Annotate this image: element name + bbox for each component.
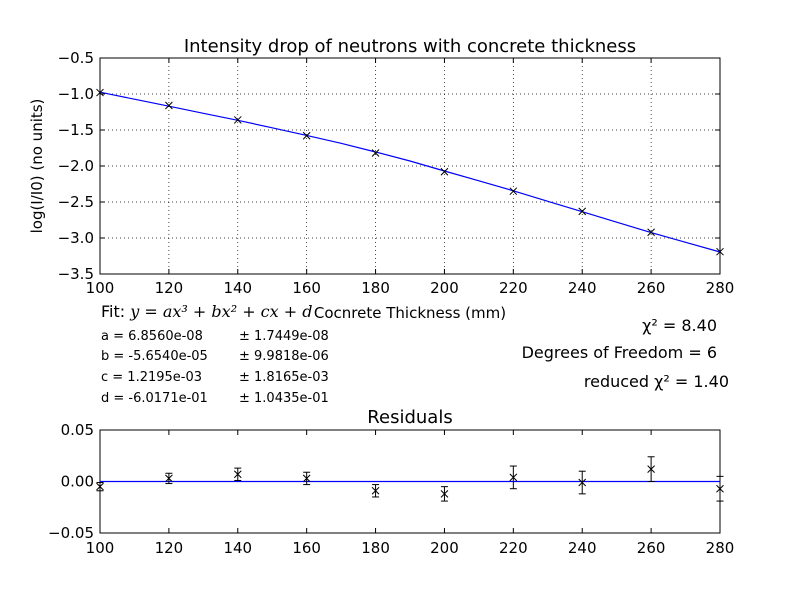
residual-point-marker — [302, 474, 311, 483]
main-x-tick-label: 180 — [361, 279, 390, 297]
residuals-y-tick-label: 0.00 — [61, 473, 94, 491]
main-y-tick-label: −1.5 — [58, 121, 94, 139]
residuals-x-tick-label: 100 — [86, 539, 115, 557]
chi-squared: χ² = 8.40 — [642, 316, 717, 335]
main-chart-title: Intensity drop of neutrons with concrete… — [184, 36, 636, 57]
residuals-x-tick-label: 120 — [155, 539, 184, 557]
residual-point-marker — [440, 490, 449, 498]
param-c-value: c = 1.2195e-03 — [101, 370, 203, 385]
param-a: a = 6.8560e-08 — [101, 329, 203, 344]
residual-point-marker — [716, 484, 724, 493]
reduced-chi-squared: reduced χ² = 1.40 — [583, 372, 729, 391]
residuals-y-tick-label: 0.05 — [61, 421, 94, 439]
main-x-tick-label: 200 — [430, 279, 459, 297]
fit-equation: Fit: y = ax³ + bx² + cx + d — [101, 302, 312, 321]
residual-point-marker — [371, 486, 380, 495]
main-x-tick-label: 240 — [568, 279, 597, 297]
param-d-error: ± 1.0435e-01 — [239, 391, 329, 406]
data-point-marker — [647, 228, 655, 237]
residuals-x-tick-label: 220 — [499, 539, 528, 557]
main-gridlines — [100, 58, 720, 274]
residuals-x-tick-label: 160 — [292, 539, 321, 557]
main-x-axis-label: Cocnrete Thickness (mm) — [314, 304, 506, 322]
data-point-marker — [440, 167, 449, 176]
degrees-of-freedom: Degrees of Freedom = 6 — [521, 343, 717, 362]
main-data-series — [96, 88, 724, 256]
residuals-x-tick-label: 140 — [223, 539, 252, 557]
residuals-y-tick-label: −0.05 — [48, 524, 94, 542]
residuals-title: Residuals — [367, 407, 452, 428]
main-y-tick-label: −1.0 — [58, 85, 94, 103]
param-d: d = -6.0171e-01 — [101, 391, 208, 406]
main-y-tick-label: −2.5 — [58, 193, 94, 211]
residuals-x-tick-label: 240 — [568, 539, 597, 557]
main-x-tick-label: 140 — [223, 279, 252, 297]
param-d-value: d = -6.0171e-01 — [101, 391, 208, 406]
main-x-tick-label: 260 — [637, 279, 666, 297]
main-x-tick-label: 280 — [706, 279, 735, 297]
main-x-tick-label: 220 — [499, 279, 528, 297]
residual-point-marker — [165, 474, 173, 483]
main-x-tick-label: 160 — [292, 279, 321, 297]
fit-formula: y = ax³ + bx² + cx + d — [130, 302, 313, 321]
residual-point-marker — [509, 473, 518, 482]
data-point-marker — [302, 131, 311, 140]
data-point-marker — [371, 149, 380, 157]
main-y-axis-label: log(I/I0) (no units) — [28, 99, 46, 234]
data-point-marker — [233, 116, 242, 124]
param-b-value: b = -5.6540e-05 — [101, 349, 208, 364]
data-point-marker — [96, 88, 104, 97]
fit-label: Fit: — [101, 302, 126, 321]
residual-point-marker — [96, 482, 104, 491]
param-c: c = 1.2195e-03 — [101, 370, 202, 385]
data-point-marker — [578, 207, 587, 216]
residuals-x-tick-label: 260 — [637, 539, 666, 557]
residuals-x-tick-label: 180 — [361, 539, 390, 557]
residual-point-marker — [578, 478, 587, 487]
main-x-tick-label: 100 — [86, 279, 115, 297]
fit-line — [99, 91, 721, 253]
residual-point-marker — [647, 465, 655, 473]
main-y-tick-label: −3.0 — [58, 229, 94, 247]
param-c-error: ± 1.8165e-03 — [239, 370, 329, 385]
main-y-tick-label: −0.5 — [58, 49, 94, 67]
main-y-tick-label: −3.5 — [58, 265, 94, 283]
param-a-error: ± 1.7449e-08 — [239, 329, 329, 344]
param-b-error: ± 9.9818e-06 — [239, 349, 329, 364]
data-point-marker — [165, 101, 173, 110]
data-point-marker — [716, 247, 724, 256]
residuals-x-tick-label: 200 — [430, 539, 459, 557]
residual-point-marker — [233, 470, 242, 479]
residuals-axis-ticks: 100 120 140 160 180 200 220 240 260 280 −0.05 0.00 0… — [48, 421, 734, 557]
param-b: b = -5.6540e-05 — [101, 349, 208, 364]
main-y-tick-label: −2.0 — [58, 157, 94, 175]
main-x-tick-label: 120 — [155, 279, 184, 297]
data-point-marker — [509, 187, 518, 196]
main-axis-ticks: 100 120 140 160 180 200 220 240 260 280 −3.5 −3.0 −2… — [58, 49, 735, 297]
param-a-value: a = 6.8560e-08 — [101, 329, 203, 344]
residuals-x-tick-label: 280 — [706, 539, 735, 557]
residuals-data-series — [96, 456, 724, 502]
